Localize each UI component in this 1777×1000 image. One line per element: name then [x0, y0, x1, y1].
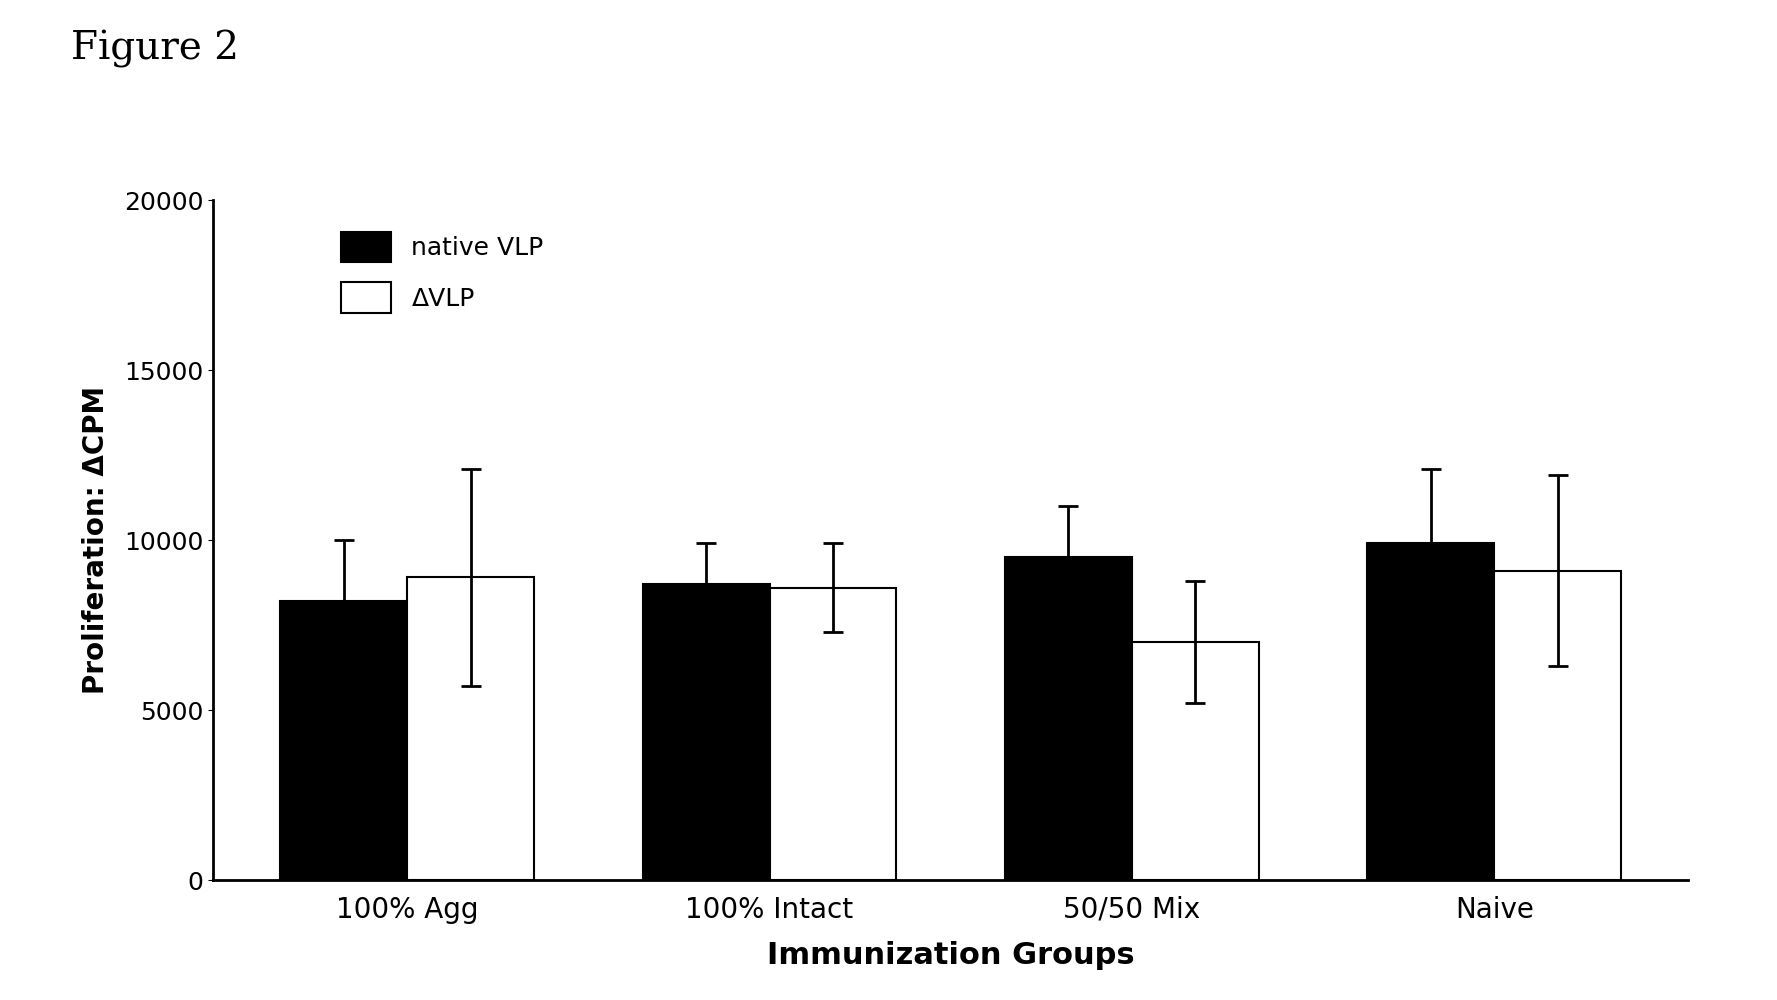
Bar [407, 577, 533, 880]
Bar [643, 584, 769, 880]
Legend: native VLP, ΔVLP: native VLP, ΔVLP [329, 219, 556, 325]
X-axis label: Immunization Groups: Immunization Groups [768, 941, 1134, 970]
Bar [769, 588, 896, 880]
Bar [1368, 543, 1494, 880]
Text: Figure 2: Figure 2 [71, 30, 240, 68]
Bar [1132, 642, 1258, 880]
Bar [281, 601, 407, 880]
Y-axis label: Proliferation: ΔCPM: Proliferation: ΔCPM [82, 386, 110, 694]
Bar [1494, 571, 1621, 880]
Bar [1006, 557, 1132, 880]
